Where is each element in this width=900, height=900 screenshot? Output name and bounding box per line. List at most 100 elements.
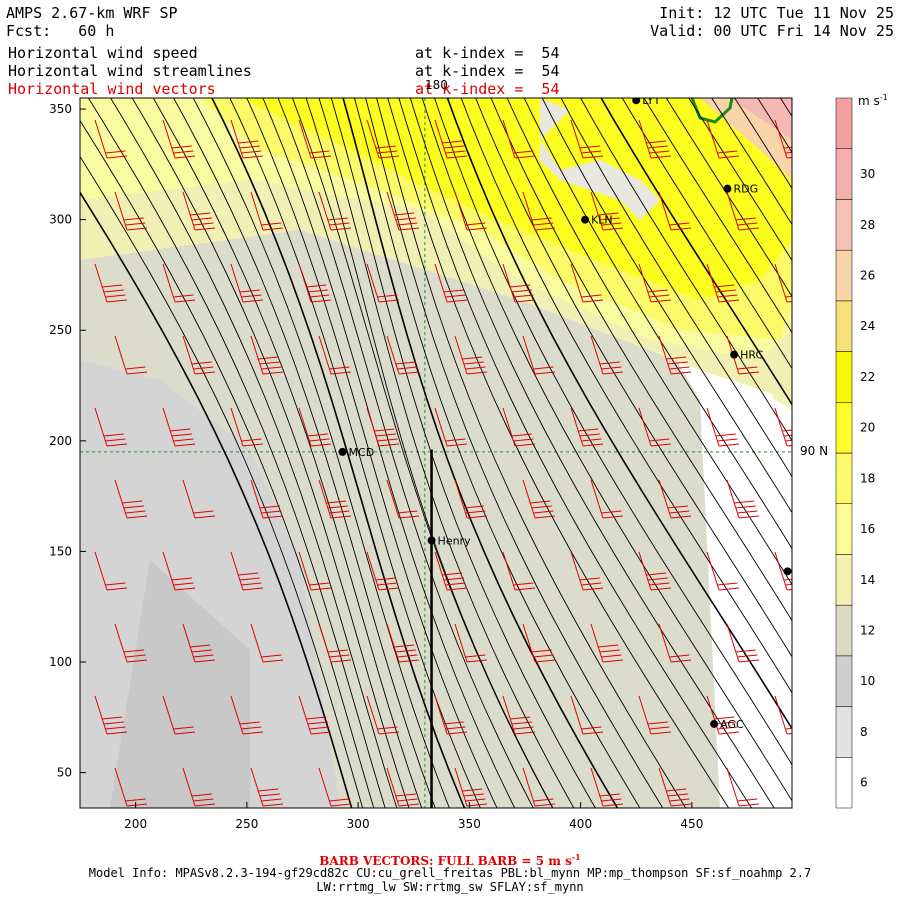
barb-shaft (298, 263, 312, 303)
barb-flag (446, 587, 468, 591)
streamline (434, 98, 792, 766)
barb-flag (599, 793, 620, 797)
barb-shaft (298, 695, 312, 735)
wind-barb (502, 119, 536, 159)
barb-shaft (94, 551, 108, 591)
barb-flag (647, 721, 668, 725)
wind-barb (774, 695, 792, 735)
barb-shaft (162, 695, 176, 735)
barb-flag (126, 659, 148, 663)
barb-shaft (454, 479, 468, 519)
colorbar-label: 10 (860, 674, 875, 688)
streamline (365, 98, 664, 808)
wind-barb (454, 479, 488, 519)
barb-flag (126, 227, 148, 231)
barb-shaft (502, 695, 516, 735)
wind-barb (726, 191, 760, 231)
streamline (376, 98, 687, 808)
y-axis: 50 100 150 200 250 300 350 (49, 102, 86, 780)
barb-flag (377, 582, 398, 586)
barb-flag (330, 227, 352, 231)
colorbar-swatch (835, 97, 853, 149)
barb-flag (105, 150, 126, 154)
wind-barb (366, 407, 400, 447)
wind-barb (182, 335, 216, 375)
barb-shaft (182, 335, 196, 375)
barb-flag (193, 654, 214, 658)
streamline (229, 98, 481, 808)
barb-flag (738, 371, 760, 375)
barb-shaft (162, 551, 176, 591)
station-label: LYT (642, 94, 660, 107)
barb-flag (602, 227, 624, 231)
wind-barb (434, 551, 468, 591)
barb-shaft (590, 335, 604, 375)
barb-flag (397, 222, 418, 226)
barb-flag (582, 443, 604, 447)
barb-flag (670, 803, 692, 807)
barb-flag (602, 515, 624, 519)
wind-barb (706, 551, 740, 591)
wind-barb (250, 335, 284, 375)
barb-flag (599, 649, 620, 653)
barb-flag (601, 366, 622, 370)
barb-flag (445, 438, 466, 442)
station-label: HRC (740, 349, 763, 362)
wind-barb (182, 767, 216, 807)
wind-barb (298, 551, 332, 591)
wind-barb (726, 479, 760, 519)
wind-barb (570, 119, 604, 159)
barb-shaft (590, 623, 604, 663)
barb-shaft (434, 551, 448, 591)
barb-shaft (162, 119, 176, 159)
barb-flag (649, 294, 670, 298)
barb-flag (327, 505, 348, 509)
barb-shaft (386, 479, 400, 519)
barb-flag (650, 299, 672, 303)
barb-flag (670, 515, 692, 519)
wind-barb (366, 119, 400, 159)
barb-flag (510, 284, 531, 288)
barb-flag (445, 726, 466, 730)
barb-flag (395, 361, 416, 365)
barb-shaft (298, 119, 312, 159)
colorbar: 6 8 10 12 14 16 18 20 22 24 26 28 30 (835, 97, 875, 809)
plot-frame (79, 97, 793, 809)
barb-flag (667, 505, 688, 509)
wind-barb (658, 191, 692, 231)
station-label: RDG (733, 183, 758, 196)
speed-band-28 (730, 98, 792, 140)
wind-barb (94, 263, 128, 303)
barb-shaft (658, 479, 672, 519)
station-marker (710, 719, 719, 728)
colorbar-swatch (835, 148, 853, 200)
barb-flag (191, 793, 212, 797)
barb-shaft (522, 335, 536, 375)
streamline (342, 98, 619, 808)
barb-flag (262, 803, 284, 807)
barb-shaft (250, 623, 264, 663)
barb-flag (579, 577, 600, 581)
barb-shaft (366, 551, 380, 591)
streamline (475, 98, 792, 658)
wind-barb (250, 191, 284, 231)
barb-shaft (182, 191, 196, 231)
barb-flag (395, 793, 416, 797)
barb-flag (105, 438, 126, 442)
station-marker (783, 567, 792, 576)
barb-flag (514, 299, 536, 303)
barb-shaft (434, 407, 448, 447)
wind-barb (522, 335, 556, 375)
barb-flag (735, 505, 756, 509)
barb-flag (737, 510, 758, 514)
wind-barb (250, 623, 284, 663)
barb-flag (465, 366, 486, 370)
streamline (506, 98, 792, 586)
barb-flag (579, 145, 600, 149)
barb-shaft (570, 695, 584, 735)
wind-barb (434, 119, 468, 159)
wind-barb (182, 623, 216, 663)
wind-barb (318, 191, 352, 231)
barb-shaft (774, 263, 788, 303)
streamline (173, 98, 436, 808)
